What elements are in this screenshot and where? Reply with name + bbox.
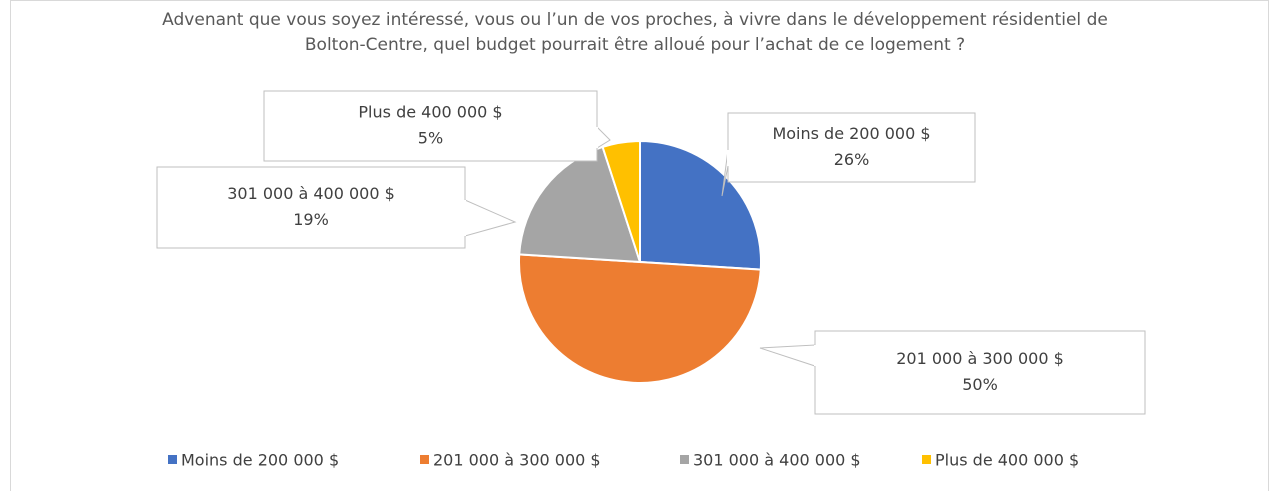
data-label-value: 5%: [418, 129, 443, 148]
callout-box: [156, 166, 466, 249]
callout-box: [263, 90, 598, 162]
data-label-value: 50%: [962, 375, 998, 394]
data-label-value: 26%: [834, 150, 870, 169]
callout-box: [814, 330, 1146, 415]
data-label-value: 19%: [293, 210, 329, 229]
callout-box: [727, 112, 976, 183]
pie-slice: [601, 139, 641, 263]
pie-slice: [518, 253, 762, 384]
legend-swatch: [420, 455, 429, 464]
callout-pointer: [464, 199, 517, 237]
legend-label: Moins de 200 000 $: [181, 451, 339, 470]
data-label-category: 201 000 à 300 000 $: [896, 349, 1064, 368]
data-label-category: 301 000 à 400 000 $: [227, 184, 395, 203]
chart-title: Advenant que vous soyez intéressé, vous …: [162, 10, 1108, 55]
legend-label: Plus de 400 000 $: [935, 451, 1079, 470]
legend-swatch: [922, 455, 931, 464]
legend-swatch: [680, 455, 689, 464]
data-label-category: Moins de 200 000 $: [772, 124, 930, 143]
callout-pointer: [759, 344, 816, 367]
data-label-category: Plus de 400 000 $: [358, 103, 502, 122]
legend-label: 201 000 à 300 000 $: [433, 451, 601, 470]
legend-label: 301 000 à 400 000 $: [693, 451, 861, 470]
chart-border: [10, 0, 1269, 491]
legend-swatch: [168, 455, 177, 464]
